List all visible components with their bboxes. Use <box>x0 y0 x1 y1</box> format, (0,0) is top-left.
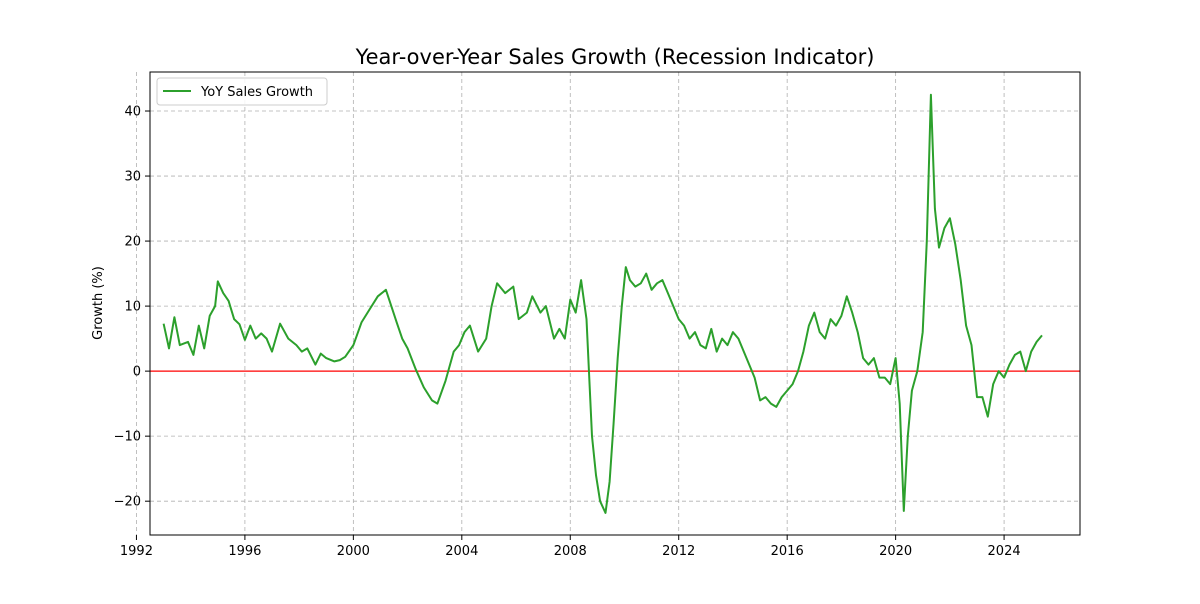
y-tick-label: −10 <box>114 430 141 445</box>
x-tick-label: 2020 <box>879 544 912 559</box>
legend: YoY Sales Growth <box>156 77 328 106</box>
x-tick-label: 1996 <box>228 544 261 559</box>
grid <box>136 72 1080 535</box>
chart-title: Year-over-Year Sales Growth (Recession I… <box>355 45 875 69</box>
x-axis: 1992 1996 2000 2004 2008 2012 2016 2020 2024 <box>120 535 1021 559</box>
x-tick-label: 2012 <box>662 544 695 559</box>
x-tick-label: 2008 <box>554 544 587 559</box>
legend-label: YoY Sales Growth <box>200 85 313 100</box>
x-tick-label: 2016 <box>771 544 804 559</box>
series-line-yoy-sales-growth <box>162 93 1043 514</box>
y-tick-label: 40 <box>124 105 141 120</box>
plot-frame <box>149 71 1081 536</box>
x-tick-label: 2004 <box>445 544 478 559</box>
y-tick-label: 10 <box>124 300 141 315</box>
y-tick-label: −20 <box>114 495 141 510</box>
legend-box <box>156 77 328 106</box>
y-tick-label: 20 <box>124 235 141 250</box>
y-tick-label: 30 <box>124 170 141 185</box>
x-tick-label: 2000 <box>337 544 370 559</box>
x-tick-label: 1992 <box>120 544 153 559</box>
y-axis: −20 −10 0 10 20 30 40 <box>114 105 150 510</box>
y-axis-label: Growth (%) <box>91 266 106 340</box>
x-tick-label: 2024 <box>988 544 1021 559</box>
series-layer <box>162 93 1043 514</box>
y-tick-label: 0 <box>133 365 141 380</box>
